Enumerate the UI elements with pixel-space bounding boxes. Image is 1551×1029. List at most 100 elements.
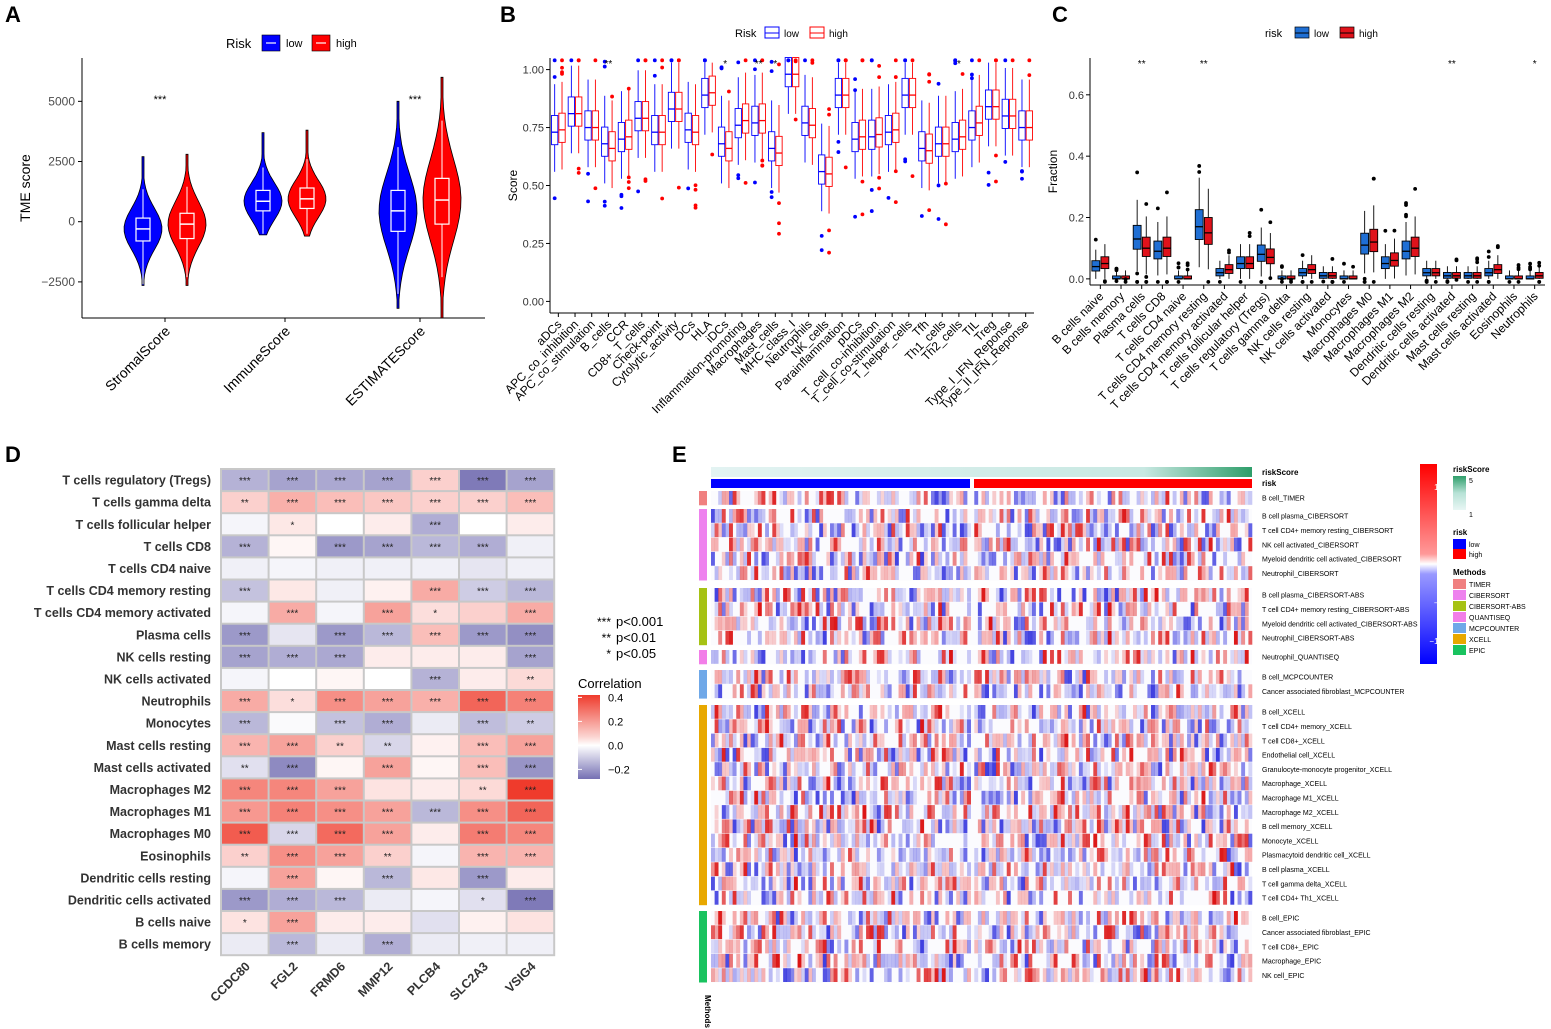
heatmap-cell (894, 911, 899, 925)
heatmap-cell (1006, 862, 1011, 877)
heatmap-cell (765, 776, 770, 791)
heatmap-cell (1140, 862, 1145, 877)
heatmap-cell (1147, 805, 1152, 819)
heatmap-cell (840, 602, 845, 617)
heatmap-cell (1071, 925, 1076, 940)
heatmap-cell (1093, 616, 1098, 631)
heatmap-cell (1143, 762, 1148, 776)
heatmap-cell (1086, 684, 1090, 699)
heatmap-cell (1017, 616, 1022, 631)
heatmap-cell (757, 968, 762, 982)
row-label: T cell gamma delta_XCELL (1262, 881, 1347, 888)
heatmap-cell (1006, 523, 1011, 538)
heatmap-cell (1125, 650, 1130, 664)
cell-significance: *** (477, 542, 489, 553)
heatmap-cell (1082, 588, 1087, 602)
heatmap-cell (1042, 848, 1047, 862)
heatmap-cell (876, 616, 881, 631)
heatmap-cell (1053, 805, 1058, 819)
heatmap-cell (775, 805, 780, 819)
heatmap-cell (1165, 819, 1170, 834)
heatmap-cell (1154, 551, 1159, 566)
heatmap-cell (714, 670, 719, 684)
heatmap-cell (1104, 819, 1109, 834)
heatmap-cell (714, 537, 719, 552)
heatmap-cell (995, 588, 1000, 602)
heatmap-cell (783, 650, 788, 664)
heatmap-cell (1179, 968, 1184, 982)
heatmap-cell (1082, 566, 1087, 580)
heatmap-cell (1172, 650, 1177, 664)
heatmap-cell (941, 925, 946, 940)
heatmap-cell (830, 705, 834, 719)
heatmap-cell (858, 670, 863, 684)
heatmap-cell (1194, 630, 1199, 645)
heatmap-cell (1140, 509, 1145, 523)
heatmap-cell (931, 925, 935, 940)
cell-significance: *** (429, 631, 441, 642)
heatmap-cell (938, 790, 943, 805)
cell-significance: *** (429, 675, 441, 686)
heatmap-cell (967, 805, 971, 819)
heatmap-cell (830, 968, 834, 982)
heatmap-cell (916, 911, 921, 925)
heatmap-cell (1215, 719, 1220, 734)
heatmap-cell (858, 890, 863, 905)
heatmap-cell (1241, 762, 1246, 776)
heatmap-cell (1151, 491, 1155, 505)
heatmap-cell (1100, 630, 1105, 645)
heatmap-cell (840, 862, 845, 877)
heatmap-cell (801, 650, 806, 664)
heatmap-cell (999, 862, 1004, 877)
heatmap-cell (905, 953, 910, 968)
heatmap-cell (995, 953, 1000, 968)
heatmap-cell (1190, 523, 1195, 538)
heatmap-cell (1118, 733, 1123, 748)
box-high (575, 96, 583, 127)
heatmap-cell (1096, 602, 1101, 617)
heatmap-cell (1057, 925, 1062, 940)
heatmap-cell (1151, 968, 1155, 982)
heatmap-cell (1183, 616, 1188, 631)
heatmap-cell (1122, 876, 1127, 891)
heatmap-cell (945, 939, 950, 954)
heatmap-cell (775, 705, 780, 719)
heatmap-cell (1089, 509, 1094, 523)
heatmap-cell (714, 523, 719, 538)
heatmap-cell (959, 876, 964, 891)
heatmap-cell (884, 719, 889, 734)
heatmap-cell (934, 747, 939, 762)
heatmap-cell (1233, 616, 1238, 631)
heatmap-cell (977, 705, 982, 719)
cell-significance: *** (239, 542, 251, 553)
heatmap-cell (1003, 705, 1008, 719)
heatmap-cell (1100, 747, 1105, 762)
heatmap-cell (711, 509, 715, 523)
heatmap-cell (927, 566, 932, 580)
heatmap-cell (880, 551, 885, 566)
heatmap-cell (1050, 650, 1054, 664)
heatmap-cell (851, 925, 856, 940)
heatmap-cell (747, 776, 751, 791)
heatmap-cell (949, 790, 953, 805)
heatmap-cell (811, 968, 816, 982)
heatmap-cell (725, 776, 730, 791)
heatmap-cell (923, 911, 928, 925)
heatmap-cell (909, 848, 914, 862)
heatmap-cell (999, 911, 1004, 925)
heatmap-cell (793, 684, 798, 699)
heatmap-cell (1158, 566, 1163, 580)
heatmap-cell (1125, 939, 1130, 954)
heatmap-cell (721, 670, 726, 684)
heatmap-cell (1031, 602, 1036, 617)
heatmap-cell (949, 848, 953, 862)
heatmap-cell (757, 509, 762, 523)
heatmap-cell (826, 968, 831, 982)
heatmap-cell (830, 819, 834, 834)
heatmap-cell (1050, 862, 1054, 877)
heatmap-cell (1006, 848, 1011, 862)
box-high (179, 212, 195, 240)
heatmap-cell (729, 876, 733, 891)
outlier-point (1516, 280, 1521, 284)
heatmap-cell (977, 670, 982, 684)
